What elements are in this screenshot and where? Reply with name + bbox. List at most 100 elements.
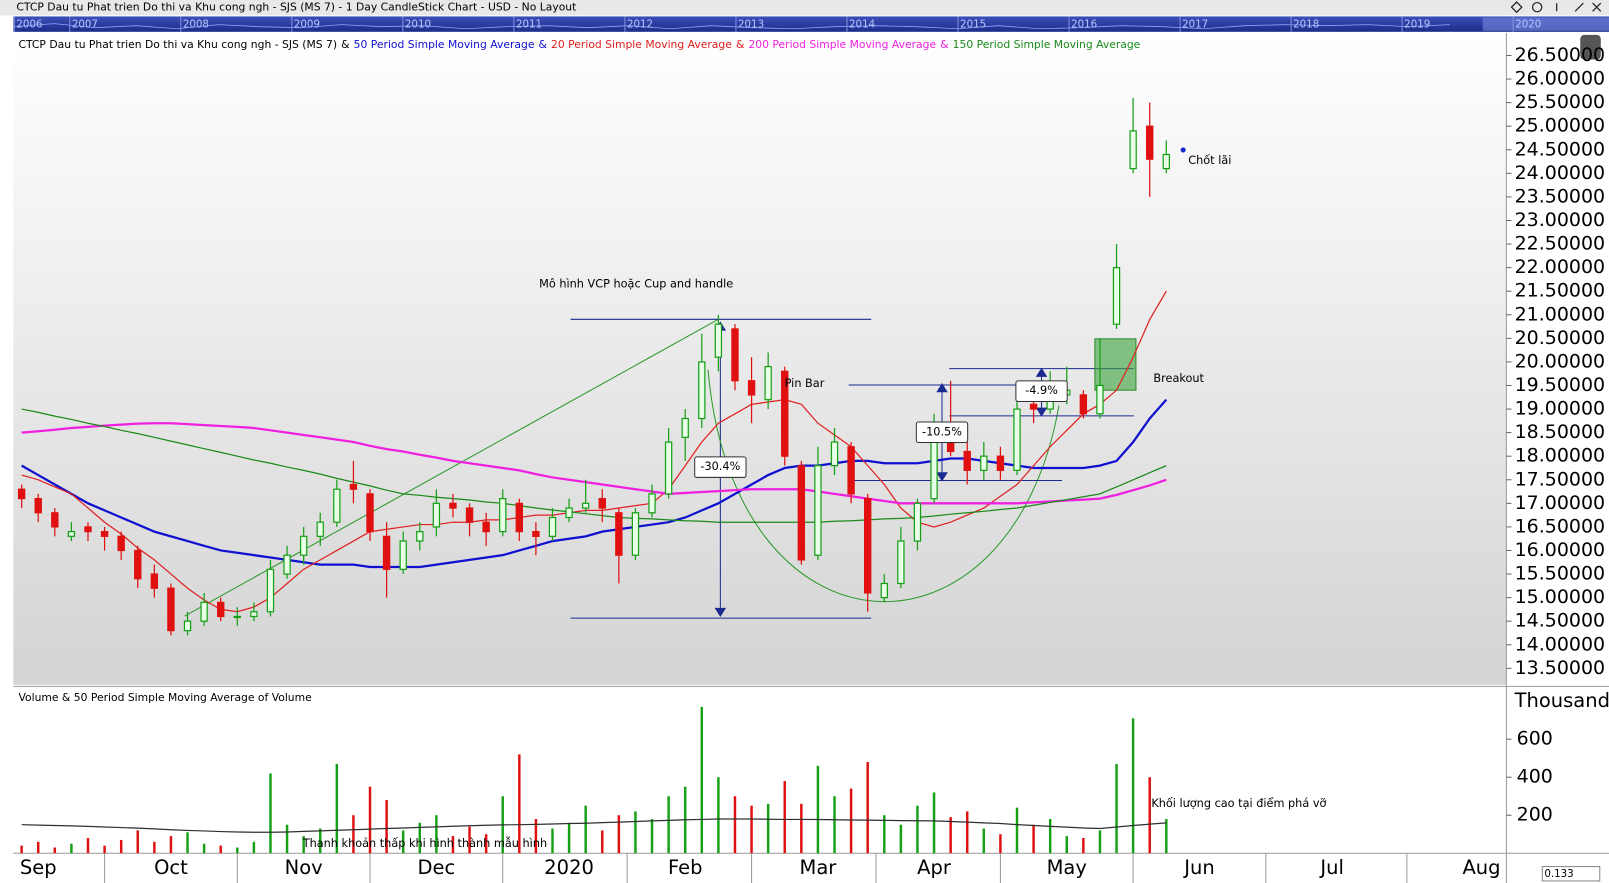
candle-body xyxy=(1079,394,1088,415)
x-tick-label: Nov xyxy=(285,856,323,879)
overview-year: 2012 xyxy=(627,19,653,31)
volume-bar xyxy=(484,834,488,854)
candle-body xyxy=(167,587,175,632)
candle-body xyxy=(830,441,839,467)
candle-body xyxy=(847,446,855,495)
annotation-box xyxy=(694,456,747,478)
price-panel xyxy=(13,32,1507,685)
volume-bar xyxy=(932,792,936,854)
candle-body xyxy=(183,620,192,632)
candle-body xyxy=(399,540,407,570)
y-tick-label: 21.50000 xyxy=(1515,280,1605,302)
candle-body xyxy=(117,535,125,552)
volume-bar xyxy=(518,754,521,854)
legend-separator: & xyxy=(940,38,949,51)
candle-body xyxy=(217,601,225,618)
overview-year: 2011 xyxy=(516,19,542,31)
annotation: -10.5% xyxy=(922,425,962,438)
candle-body xyxy=(565,507,573,519)
candle-body xyxy=(1013,408,1021,471)
y-tick-label: 600 xyxy=(1517,728,1553,750)
y-tick-label: 20.50000 xyxy=(1515,327,1605,349)
candle-body xyxy=(84,526,92,533)
volume-bar xyxy=(269,773,272,854)
overview-bar[interactable] xyxy=(13,16,1609,32)
candle-body xyxy=(416,531,424,542)
volume-bar xyxy=(783,781,786,854)
volume-bar xyxy=(816,765,820,854)
volume-bar xyxy=(435,815,438,854)
volume-bar xyxy=(833,796,836,854)
window-icons[interactable] xyxy=(1510,1,1602,14)
y-tick-label: 18.50000 xyxy=(1515,421,1605,443)
overview-line xyxy=(13,23,1450,30)
volume-bar xyxy=(219,845,222,854)
volume-bar xyxy=(617,815,621,854)
y-tick-label: 18.00000 xyxy=(1515,445,1605,467)
volume-bar xyxy=(202,843,206,854)
y-tick-label: 23.50000 xyxy=(1515,185,1605,207)
y-tick-label: 17.00000 xyxy=(1515,492,1605,514)
x-tick-label: Jul xyxy=(1318,856,1344,879)
candle-body xyxy=(515,502,524,533)
overview-window[interactable] xyxy=(1482,17,1609,31)
candle-body xyxy=(333,488,341,523)
y-tick-label: 25.50000 xyxy=(1515,91,1605,113)
volume-bar xyxy=(999,834,1002,854)
volume-bar xyxy=(468,826,471,854)
annotation-box xyxy=(1015,380,1068,402)
volume-bar xyxy=(949,817,952,854)
y-tick-label: 400 xyxy=(1517,766,1553,788)
overview-year: 2015 xyxy=(960,19,986,31)
candle-body xyxy=(781,370,789,457)
candle-body xyxy=(1112,267,1121,325)
candle-body xyxy=(731,328,739,382)
legend-entry: 50 Period Simple Moving Average xyxy=(354,38,535,51)
volume-panel xyxy=(13,687,1507,854)
x-tick-label: 2020 xyxy=(544,856,594,879)
y-tick-label: 19.50000 xyxy=(1515,374,1605,396)
volume-bar xyxy=(634,811,637,854)
volume-bar xyxy=(733,796,737,854)
volume-bar xyxy=(252,841,256,854)
volume-title: Volume & 50 Period Simple Moving Average… xyxy=(18,691,312,704)
volume-bar xyxy=(899,824,903,854)
legend-entry: 200 Period Simple Moving Average xyxy=(748,38,936,51)
y-tick-label: 17.50000 xyxy=(1515,468,1605,490)
volume-bar xyxy=(1065,836,1068,854)
candle-body xyxy=(499,498,507,533)
zoom-box[interactable] xyxy=(1541,866,1601,882)
volume-bar xyxy=(153,841,156,854)
value-axis xyxy=(1506,32,1609,854)
y-tick-label: 200 xyxy=(1517,804,1553,826)
x-tick-label: Mar xyxy=(800,856,838,879)
candle-body xyxy=(299,535,308,556)
candle-body xyxy=(648,493,656,514)
candle-body xyxy=(67,531,76,537)
candle-body xyxy=(283,554,291,575)
y-tick-label: 21.00000 xyxy=(1515,303,1605,325)
volume-bar xyxy=(1131,718,1135,854)
candle-body xyxy=(747,380,756,396)
x-tick-label: May xyxy=(1047,856,1087,879)
candle-body xyxy=(482,521,490,533)
y-tick-label: 23.00000 xyxy=(1515,209,1605,231)
volume-bar xyxy=(36,841,40,854)
volume-bar xyxy=(236,847,239,854)
candle-body xyxy=(349,483,358,490)
legend: CTCP Dau tu Phat trien Do thi va Khu con… xyxy=(18,38,1140,51)
overview-year: 2007 xyxy=(72,19,98,31)
volume-bar xyxy=(584,805,587,854)
lock-icon[interactable] xyxy=(1580,34,1601,60)
volume-bar xyxy=(368,786,372,854)
y-tick-label: 15.50000 xyxy=(1515,563,1605,585)
volume-bar xyxy=(53,847,57,854)
overview-year: 2017 xyxy=(1182,19,1208,31)
annotation: Khối lượng cao tại điểm phá vỡ xyxy=(1151,797,1326,810)
volume-bar xyxy=(302,836,305,854)
y-tick-label: 26.00000 xyxy=(1515,68,1605,90)
candle-body xyxy=(134,549,142,580)
volume-bar xyxy=(700,706,704,854)
drawings xyxy=(184,147,1186,619)
annotation: Mô hình VCP hoặc Cup and handle xyxy=(539,277,733,290)
